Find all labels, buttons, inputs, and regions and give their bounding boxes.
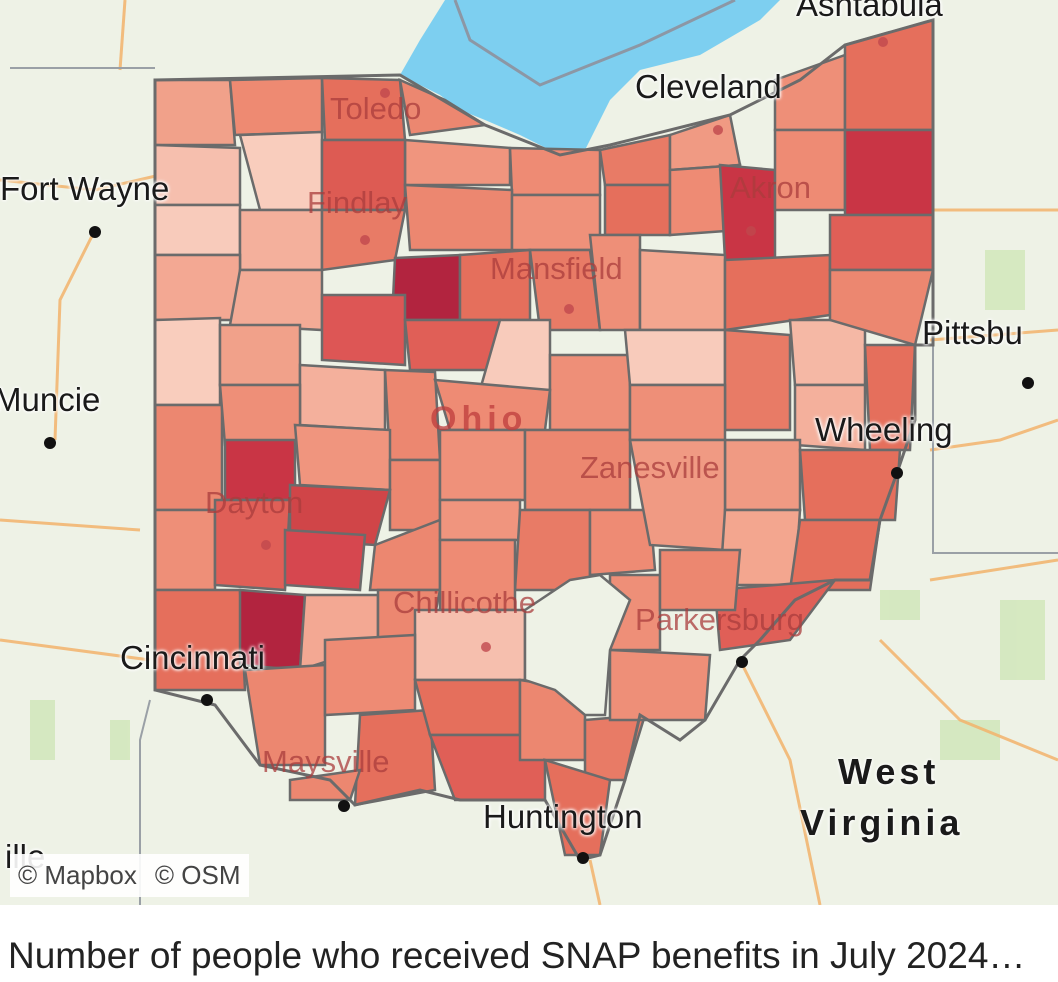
- map-canvas: [0, 0, 1058, 905]
- ohio-outline: [153, 18, 935, 862]
- label-west-virginia-line1: West: [838, 751, 940, 792]
- label-ashtabula: Ashtabula: [796, 0, 943, 23]
- label-toledo: Toledo: [330, 91, 422, 126]
- label-chillicothe: Chillicothe: [393, 585, 537, 620]
- label-akron: Akron: [730, 170, 811, 205]
- label-zanesville: Zanesville: [580, 450, 720, 485]
- choropleth-map[interactable]: Ashtabula Cleveland Toledo Akron Fort Wa…: [0, 0, 1058, 905]
- park-areas: [30, 250, 1045, 760]
- label-muncie: Muncie: [0, 381, 101, 418]
- label-ohio: Ohio: [430, 400, 528, 438]
- label-cincinnati: Cincinnati: [120, 639, 265, 676]
- unshaded-county[interactable]: [523, 573, 632, 717]
- lake-boundary: [453, 0, 736, 87]
- label-maysville: Maysville: [262, 744, 390, 779]
- label-parkersburg: Parkersburg: [635, 602, 804, 637]
- label-west-virginia-line2: Virginia: [800, 802, 964, 843]
- label-mansfield: Mansfield: [490, 251, 623, 286]
- label-dayton: Dayton: [205, 485, 304, 520]
- attribution-osm[interactable]: © OSM: [154, 860, 241, 890]
- map-attribution: © Mapbox © OSM: [10, 854, 249, 897]
- highways: [0, 0, 1058, 905]
- label-huntington: Huntington: [483, 798, 643, 835]
- map-caption: Number of people who received SNAP benef…: [8, 935, 1026, 976]
- label-fort-wayne: Fort Wayne: [0, 170, 170, 207]
- label-cleveland: Cleveland: [635, 68, 782, 105]
- label-pittsburgh: Pittsbu: [922, 314, 1023, 351]
- city-markers-faint: [261, 37, 888, 652]
- attribution-mapbox[interactable]: © Mapbox: [18, 860, 137, 890]
- city-markers: [44, 226, 1034, 864]
- county-polygons[interactable]: [153, 18, 935, 857]
- label-findlay: Findlay: [307, 185, 407, 220]
- label-wheeling: Wheeling: [815, 411, 953, 448]
- lake-erie: [400, 0, 780, 155]
